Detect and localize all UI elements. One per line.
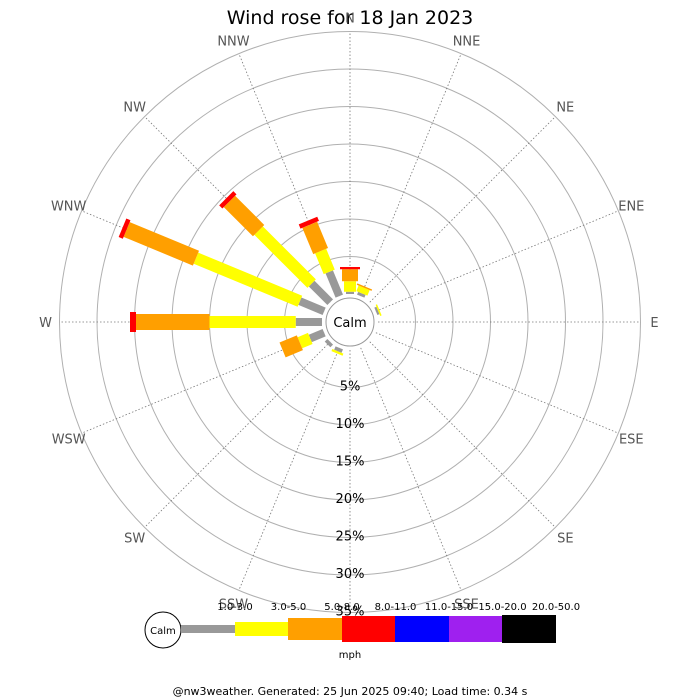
bar-nnw-2 [302, 221, 329, 255]
spoke-sw [144, 341, 331, 528]
bar-w-3 [130, 312, 136, 332]
legend-swatch-5 [449, 616, 502, 642]
legend-swatch-6 [502, 615, 556, 643]
spoke-ese [375, 332, 619, 434]
direction-label-se: SE [557, 531, 573, 546]
spoke-ssw [238, 347, 340, 591]
legend-label-2: 5.0-8.0 [324, 602, 359, 613]
ring-label-15: 15% [336, 455, 365, 470]
direction-label-sw: SW [124, 531, 145, 546]
ring-35 [59, 31, 641, 613]
bar-ssw-1 [331, 349, 344, 356]
bar-w-1 [209, 316, 296, 328]
bar-w-2 [136, 314, 210, 330]
ring-label-35: 35% [336, 605, 365, 620]
spoke-se [369, 341, 556, 528]
legend-label-0: 1.0-3.0 [217, 602, 252, 613]
ring-label-10: 10% [336, 417, 365, 432]
direction-label-nnw: NNW [217, 35, 249, 50]
spoke-ene [375, 210, 619, 312]
direction-label-w: W [39, 316, 52, 331]
direction-label-wnw: WNW [51, 199, 87, 214]
legend-swatch-2 [288, 618, 342, 640]
bar-wsw-1 [297, 332, 313, 349]
wind-bars [118, 191, 382, 358]
speed-legend: Calm 1.0-3.0 3.0-5.0 5.0-8.0 8.0-11.0 11.0-1… [144, 602, 580, 661]
legend-swatch-4 [395, 616, 449, 642]
footer-text: @nw3weather. Generated: 25 Jun 2025 09:4… [173, 685, 528, 698]
chart-title: Wind rose for 18 Jan 2023 [227, 7, 474, 29]
bar-nne-0 [357, 291, 366, 298]
bar-nw-2 [223, 195, 265, 237]
legend-calm-label: Calm [150, 626, 176, 637]
bar-n-2 [342, 269, 358, 282]
legend-swatch-3 [342, 616, 395, 642]
ring-label-20: 20% [336, 492, 365, 507]
legend-label-1: 3.0-5.0 [271, 602, 306, 613]
bar-n-1 [344, 281, 356, 292]
ring-label-25: 25% [336, 530, 365, 545]
direction-label-n: N [345, 12, 355, 27]
direction-label-sse: SSE [454, 597, 479, 612]
direction-label-nne: NNE [453, 35, 481, 50]
direction-label-ene: ENE [618, 199, 644, 214]
legend-swatch-1 [235, 622, 288, 636]
bar-ene-1 [375, 304, 382, 316]
direction-label-nw: NW [123, 101, 146, 116]
bar-wnw-2 [123, 222, 200, 266]
legend-label-5: 15.0-20.0 [478, 602, 526, 613]
bar-wnw-1 [193, 252, 303, 307]
ring-label-30: 30% [336, 567, 365, 582]
bar-wnw-3 [118, 218, 131, 239]
direction-label-ssw: SSW [219, 597, 249, 612]
legend-swatch-0 [181, 625, 235, 633]
direction-label-ne: NE [556, 101, 574, 116]
bar-wsw-2 [279, 335, 303, 358]
bar-sw-0 [324, 338, 334, 348]
bar-ene-0 [374, 306, 380, 315]
ring-label-5: 5% [340, 380, 361, 395]
bar-n-3 [340, 267, 360, 270]
bar-nnw-1 [315, 248, 335, 275]
bar-nne-1 [356, 285, 370, 296]
bar-nnw-0 [325, 270, 343, 298]
legend-units: mph [339, 650, 361, 661]
direction-label-ese: ESE [619, 433, 644, 448]
spoke-ne [369, 116, 556, 303]
legend-label-6: 20.0-50.0 [532, 602, 580, 613]
bar-w-0 [295, 318, 322, 326]
spoke-nne [360, 53, 462, 297]
direction-label-e: E [650, 316, 658, 331]
bar-nne-2 [356, 283, 373, 291]
bar-wnw-0 [298, 297, 326, 315]
bar-nw-1 [254, 226, 316, 288]
legend-label-3: 8.0-11.0 [375, 602, 417, 613]
bar-ssw-0 [334, 346, 343, 353]
ring-labels: 5% 10% 15% 20% 25% 30% 35% [336, 380, 365, 620]
legend-label-4: 11.0-15.0 [425, 602, 473, 613]
bar-nnw-3 [298, 216, 319, 229]
calm-circle: Calm [325, 297, 375, 347]
spoke-sse [360, 347, 462, 591]
calm-label: Calm [333, 316, 366, 331]
bar-nw-0 [308, 280, 334, 306]
bar-nw-3 [219, 191, 237, 209]
bar-wsw-0 [308, 329, 326, 343]
bar-n-0 [346, 291, 354, 294]
direction-label-wsw: WSW [52, 433, 86, 448]
